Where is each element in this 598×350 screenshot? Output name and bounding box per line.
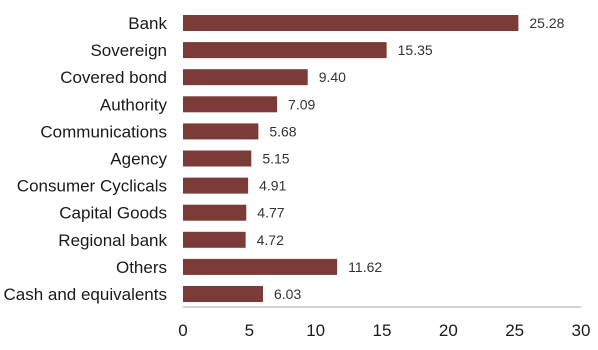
category-label: Communications (40, 122, 167, 141)
category-label: Agency (110, 150, 167, 169)
data-label: 15.35 (398, 42, 433, 58)
x-tick-label: 5 (245, 321, 254, 340)
x-tick-label: 15 (373, 321, 392, 340)
bar (183, 42, 387, 59)
data-label: 5.15 (262, 151, 289, 167)
category-label: Others (116, 258, 167, 277)
category-label: Capital Goods (59, 204, 167, 223)
bar (183, 286, 263, 302)
bar (183, 123, 259, 140)
data-label: 9.40 (319, 69, 346, 85)
data-label: 11.62 (348, 259, 382, 275)
x-tick-label: 0 (178, 321, 187, 340)
x-tick-label: 30 (572, 321, 591, 340)
data-label: 5.68 (269, 123, 296, 139)
data-label: 25.28 (529, 15, 564, 31)
bar (183, 69, 308, 86)
category-label: Bank (128, 14, 167, 33)
data-label: 4.91 (259, 178, 286, 194)
data-label: 6.03 (274, 286, 301, 302)
x-tick-label: 25 (505, 321, 524, 340)
category-label: Authority (100, 95, 168, 114)
value-labels: 25.28 15.35 9.407.09 5.68 5.15 4.91 4.77 4.72 11… (257, 15, 565, 302)
bar (183, 96, 278, 113)
bars (183, 15, 519, 302)
bar (183, 204, 247, 221)
bar (183, 231, 246, 248)
x-tick-label: 10 (306, 321, 325, 340)
x-tick-labels: 0 5 10 15 20 25 30 (178, 321, 590, 340)
category-labels: Bank Sovereign Covered bond Authority Commun… (3, 14, 167, 304)
bar (183, 258, 338, 275)
category-label: Regional bank (58, 231, 167, 250)
data-label: 4.77 (257, 205, 284, 221)
category-label: Sovereign (90, 41, 167, 60)
category-label: Consumer Cyclicals (17, 177, 167, 196)
category-label: Covered bond (60, 68, 167, 87)
bar (183, 177, 249, 194)
category-label: Cash and equivalents (3, 285, 167, 304)
bar (183, 15, 519, 31)
bar (183, 150, 252, 167)
data-label: 7.09 (288, 96, 315, 112)
x-tick-label: 20 (439, 321, 458, 340)
data-label: 4.72 (257, 232, 284, 248)
